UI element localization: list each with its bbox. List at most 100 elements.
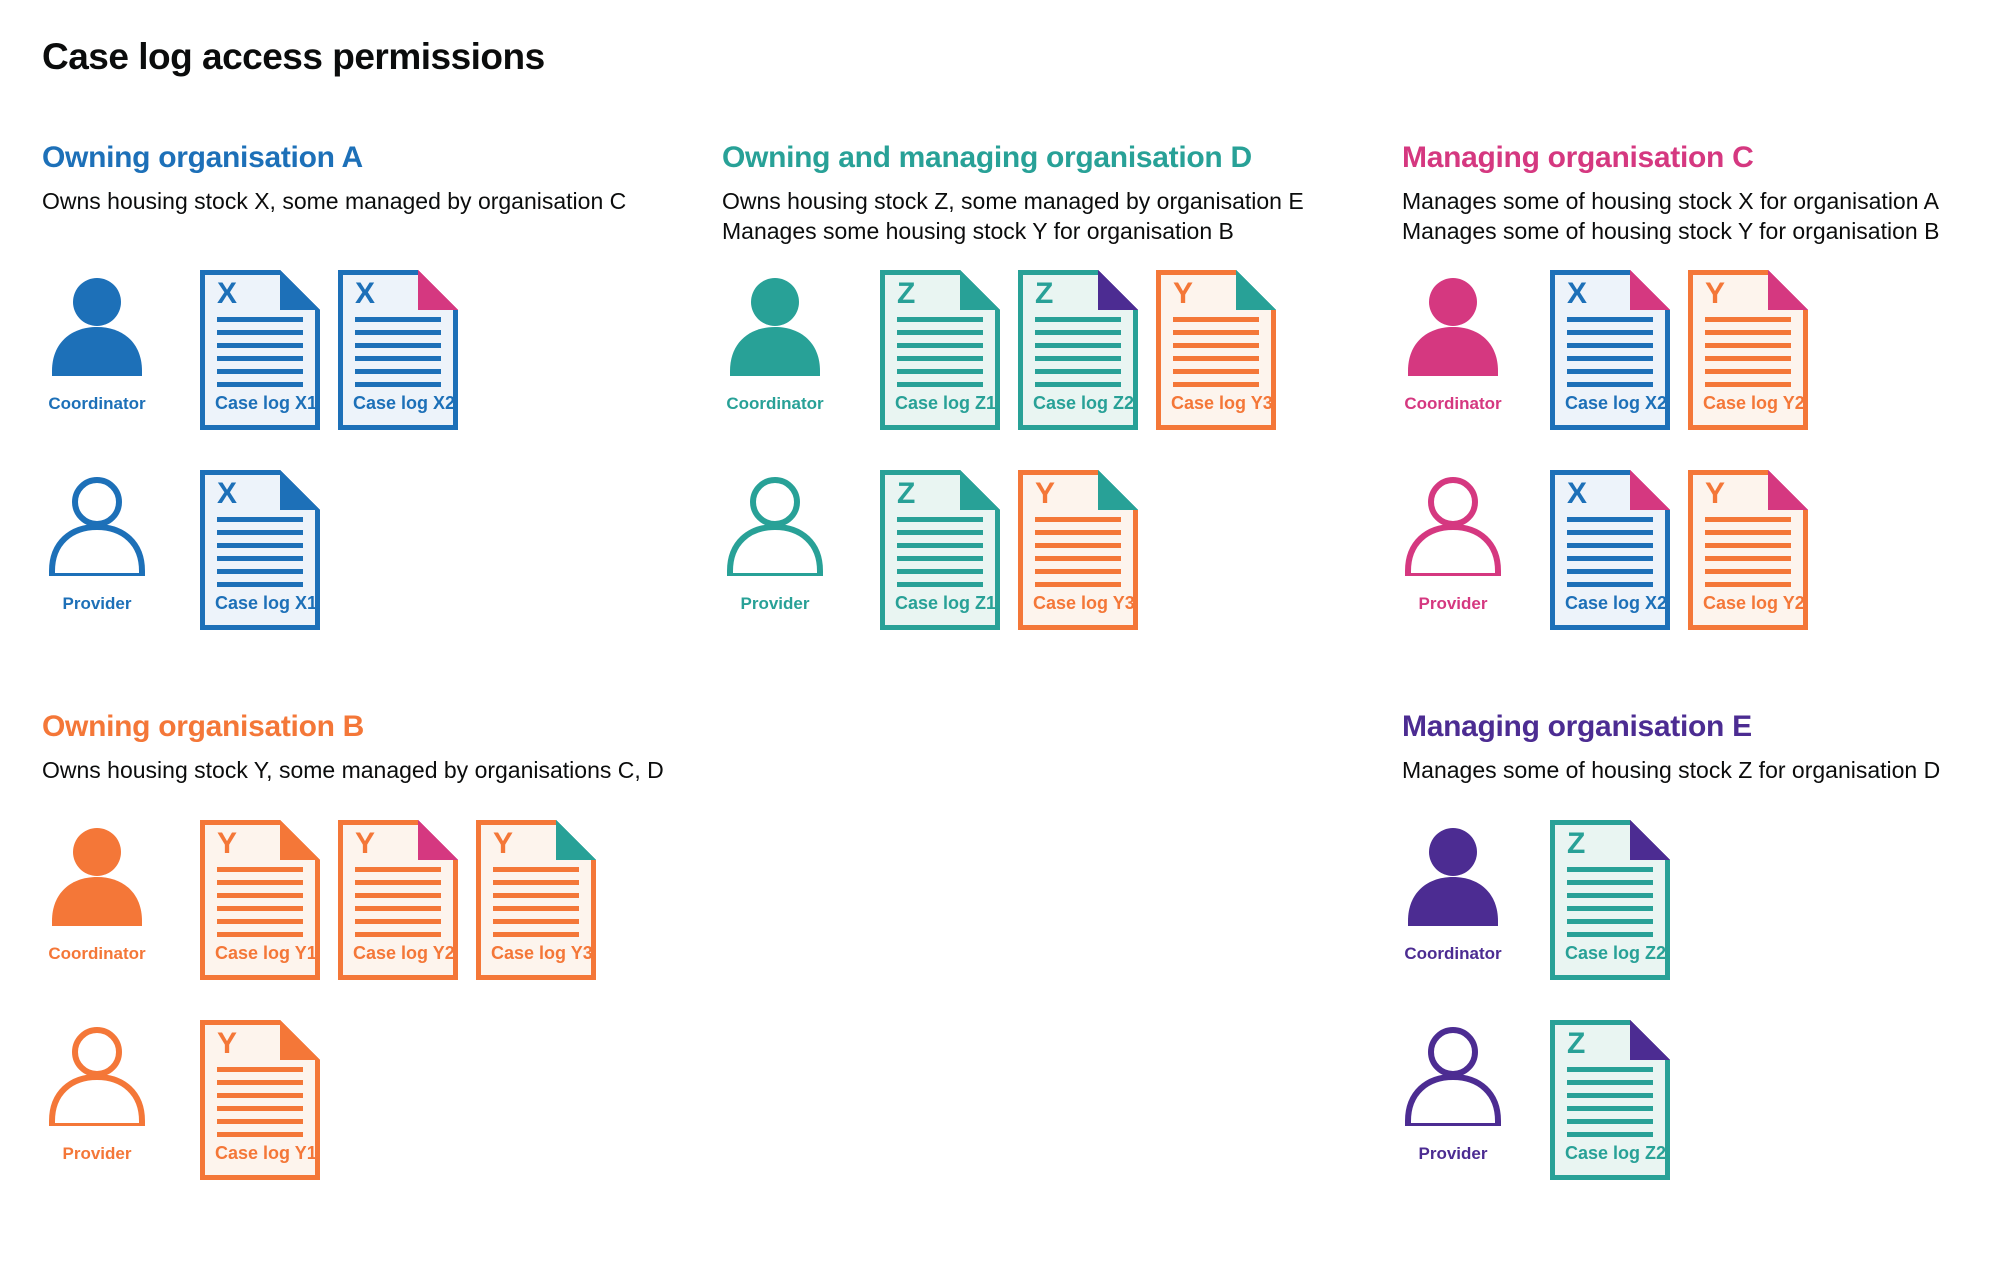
page-title: Case log access permissions — [42, 36, 545, 77]
document-text-line — [1705, 530, 1791, 535]
case-log-label: Case log X2 — [1565, 593, 1668, 613]
document-text-line — [355, 906, 441, 911]
document-text-line — [1035, 356, 1121, 361]
document-text-line — [355, 880, 441, 885]
document-text-line — [217, 356, 303, 361]
document-text-line — [1705, 582, 1791, 587]
document-text-line — [1035, 343, 1121, 348]
document-text-line — [897, 517, 983, 522]
document-text-line — [217, 932, 303, 937]
document-text-line — [1567, 343, 1653, 348]
stock-letter: Y — [1705, 277, 1726, 310]
folded-corner-icon — [556, 820, 596, 860]
stock-letter: Y — [1173, 277, 1194, 310]
document-text-line — [897, 543, 983, 548]
stock-letter: Y — [217, 827, 238, 860]
document-text-line — [217, 1093, 303, 1098]
case-log-label: Case log X1 — [215, 593, 318, 613]
stock-letter: X — [217, 277, 238, 310]
document-text-line — [217, 1106, 303, 1111]
document-text-line — [217, 1080, 303, 1085]
folded-corner-icon — [1630, 1020, 1670, 1060]
coordinator-icon — [727, 276, 823, 376]
document-text-line — [355, 893, 441, 898]
case-log-label: Case log Y2 — [353, 943, 455, 963]
stock-letter: X — [217, 477, 238, 510]
section-description-line: Owns housing stock X, some managed by or… — [42, 188, 627, 214]
document-text-line — [1173, 343, 1259, 348]
case-log-doc: Y Case log Y2 — [1688, 470, 1808, 630]
folded-corner-icon — [1098, 270, 1138, 310]
document-text-line — [355, 356, 441, 361]
document-text-line — [1567, 919, 1653, 924]
document-text-line — [1567, 1132, 1653, 1137]
case-log-doc: X Case log X2 — [1550, 270, 1670, 430]
document-text-line — [1705, 569, 1791, 574]
document-text-line — [1567, 906, 1653, 911]
document-text-line — [217, 1132, 303, 1137]
document-text-line — [493, 880, 579, 885]
coordinator-icon — [49, 826, 145, 926]
document-text-line — [1173, 330, 1259, 335]
stock-letter: Z — [897, 277, 916, 310]
document-text-line — [1035, 317, 1121, 322]
case-log-doc: Z Case log Z1 — [880, 470, 1000, 630]
document-text-line — [1567, 330, 1653, 335]
document-text-line — [897, 369, 983, 374]
document-text-line — [1705, 356, 1791, 361]
folded-corner-icon — [280, 820, 320, 860]
case-log-label: Case log Z2 — [1033, 393, 1135, 413]
document-text-line — [355, 330, 441, 335]
stock-letter: Z — [897, 477, 916, 510]
section-description-line: Manages some of housing stock X for orga… — [1402, 188, 1939, 214]
stock-letter: Y — [1035, 477, 1056, 510]
stock-letter: X — [355, 277, 376, 310]
case-log-doc: Y Case log Y2 — [338, 820, 458, 980]
document-text-line — [493, 867, 579, 872]
document-text-line — [217, 893, 303, 898]
case-log-doc: Y Case log Y2 — [1688, 270, 1808, 430]
section-title: Owning organisation B — [42, 710, 365, 743]
folded-corner-icon — [280, 470, 320, 510]
role-label: Coordinator — [48, 944, 146, 963]
case-log-label: Case log Z2 — [1565, 943, 1667, 963]
case-log-doc: X Case log X2 — [1550, 470, 1670, 630]
folded-corner-icon — [1236, 270, 1276, 310]
document-text-line — [217, 569, 303, 574]
stock-letter: Y — [355, 827, 376, 860]
case-log-doc: Y Case log Y3 — [1018, 470, 1138, 630]
document-text-line — [217, 543, 303, 548]
document-text-line — [1035, 556, 1121, 561]
document-text-line — [1567, 1093, 1653, 1098]
case-log-label: Case log Y1 — [215, 943, 317, 963]
case-log-label: Case log Y2 — [1703, 393, 1805, 413]
document-text-line — [1035, 517, 1121, 522]
case-log-label: Case log Y2 — [1703, 593, 1805, 613]
document-text-line — [217, 867, 303, 872]
provider-icon — [1405, 1026, 1501, 1129]
folded-corner-icon — [1768, 270, 1808, 310]
role-label: Coordinator — [48, 394, 146, 413]
document-text-line — [217, 880, 303, 885]
document-text-line — [1035, 543, 1121, 548]
document-text-line — [217, 382, 303, 387]
folded-corner-icon — [1768, 470, 1808, 510]
document-text-line — [1035, 569, 1121, 574]
document-text-line — [1567, 543, 1653, 548]
section-description-line: Manages some housing stock Y for organis… — [722, 218, 1234, 244]
document-text-line — [355, 932, 441, 937]
document-text-line — [1567, 317, 1653, 322]
document-text-line — [1567, 569, 1653, 574]
document-text-line — [1567, 893, 1653, 898]
case-log-doc: Z Case log Z2 — [1018, 270, 1138, 430]
section-title: Owning organisation A — [42, 141, 363, 174]
role-label: Provider — [1418, 594, 1488, 613]
document-text-line — [1035, 582, 1121, 587]
case-log-label: Case log Z1 — [895, 593, 997, 613]
folded-corner-icon — [418, 270, 458, 310]
document-text-line — [897, 343, 983, 348]
section-description-line: Owns housing stock Y, some managed by or… — [42, 757, 664, 783]
section-description-line: Manages some of housing stock Y for orga… — [1402, 218, 1940, 244]
case-log-label: Case log Y3 — [491, 943, 593, 963]
